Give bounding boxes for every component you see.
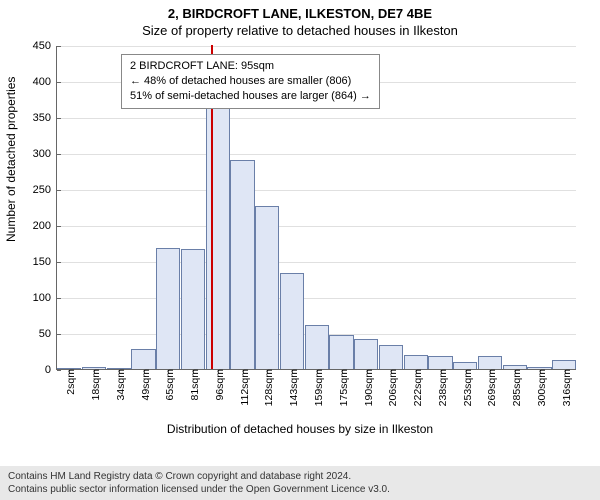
y-tick-label: 150 — [33, 256, 57, 268]
histogram-bar — [428, 356, 452, 369]
x-tick-label: 143sqm — [284, 369, 300, 406]
annotation-line: ← 48% of detached houses are smaller (80… — [130, 74, 371, 89]
histogram-bar — [230, 160, 254, 369]
gridline — [57, 298, 576, 299]
annotation-box: 2 BIRDCROFT LANE: 95sqm← 48% of detached… — [121, 54, 380, 109]
histogram-bar — [478, 356, 502, 369]
gridline — [57, 262, 576, 263]
histogram-bar — [181, 249, 205, 369]
x-tick-label: 49sqm — [136, 369, 152, 401]
y-axis-label: Number of detached properties — [4, 77, 18, 242]
footer-line-2: Contains public sector information licen… — [8, 483, 592, 496]
x-tick-label: 18sqm — [86, 369, 102, 401]
x-tick-label: 34sqm — [111, 369, 127, 401]
x-tick-label: 112sqm — [235, 369, 251, 406]
y-tick-label: 400 — [33, 76, 57, 88]
x-axis-label: Distribution of detached houses by size … — [0, 422, 600, 436]
histogram-bar — [305, 325, 329, 369]
histogram-bar — [255, 206, 279, 369]
histogram-bar — [552, 360, 576, 369]
x-tick-label: 190sqm — [359, 369, 375, 406]
x-tick-label: 269sqm — [482, 369, 498, 406]
x-tick-label: 238sqm — [433, 369, 449, 406]
y-tick-label: 50 — [39, 328, 57, 340]
gridline — [57, 118, 576, 119]
gridline — [57, 226, 576, 227]
histogram-bar — [131, 349, 155, 369]
x-tick-label: 159sqm — [309, 369, 325, 406]
x-tick-label: 81sqm — [185, 369, 201, 401]
y-tick-label: 350 — [33, 112, 57, 124]
y-tick-label: 200 — [33, 220, 57, 232]
x-tick-label: 253sqm — [458, 369, 474, 406]
y-tick-label: 100 — [33, 292, 57, 304]
histogram-bar — [404, 355, 428, 369]
histogram-bar — [329, 335, 353, 369]
x-tick-label: 316sqm — [557, 369, 573, 406]
chart-area: Number of detached properties 0501001502… — [0, 42, 600, 456]
annotation-line: 2 BIRDCROFT LANE: 95sqm — [130, 59, 371, 74]
x-tick-label: 96sqm — [210, 369, 226, 401]
gridline — [57, 154, 576, 155]
x-tick-label: 128sqm — [259, 369, 275, 406]
footer-attribution: Contains HM Land Registry data © Crown c… — [0, 466, 600, 500]
x-tick-label: 300sqm — [532, 369, 548, 406]
y-tick-label: 300 — [33, 148, 57, 160]
histogram-bar — [206, 100, 230, 369]
histogram-bar — [156, 248, 180, 369]
x-tick-label: 175sqm — [334, 369, 350, 406]
footer-line-1: Contains HM Land Registry data © Crown c… — [8, 470, 592, 483]
annotation-line: 51% of semi-detached houses are larger (… — [130, 89, 371, 104]
histogram-bar — [354, 339, 378, 369]
title-sub: Size of property relative to detached ho… — [0, 21, 600, 38]
x-tick-label: 206sqm — [383, 369, 399, 406]
y-tick-label: 450 — [33, 40, 57, 52]
histogram-bar — [453, 362, 477, 369]
histogram-bar — [379, 345, 403, 369]
histogram-bar — [280, 273, 304, 369]
gridline — [57, 46, 576, 47]
title-main: 2, BIRDCROFT LANE, ILKESTON, DE7 4BE — [0, 0, 600, 21]
x-tick-label: 285sqm — [507, 369, 523, 406]
x-tick-label: 222sqm — [408, 369, 424, 406]
gridline — [57, 190, 576, 191]
x-tick-label: 65sqm — [160, 369, 176, 401]
y-tick-label: 250 — [33, 184, 57, 196]
x-tick-label: 2sqm — [61, 369, 77, 395]
y-tick-label: 0 — [45, 364, 57, 376]
plot-region: 0501001502002503003504004502sqm18sqm34sq… — [56, 46, 576, 370]
